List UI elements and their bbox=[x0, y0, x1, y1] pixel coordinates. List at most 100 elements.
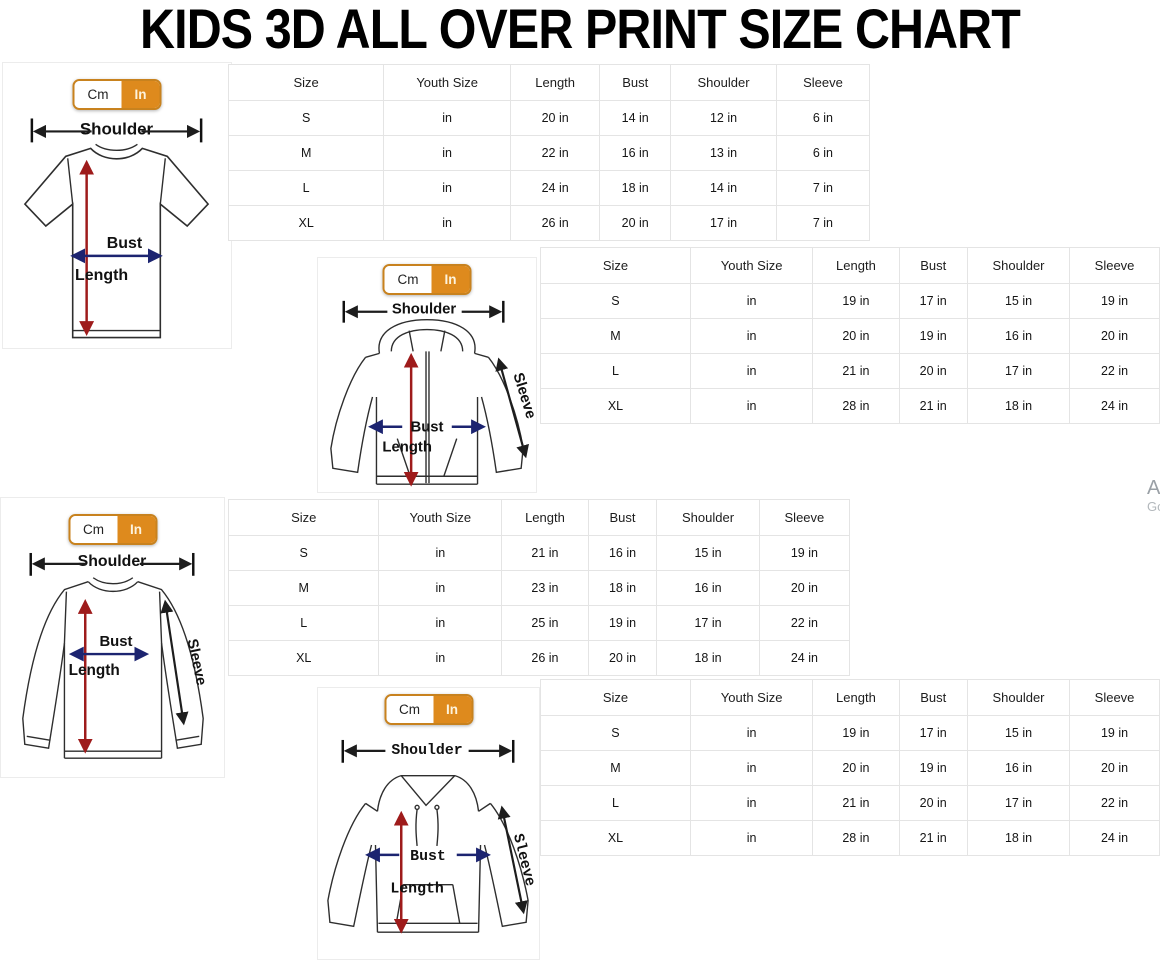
measurement-cell: 6 in bbox=[775, 100, 871, 136]
measurement-cell: 19 in bbox=[898, 318, 968, 354]
measurement-cell: 22 in bbox=[1069, 785, 1160, 821]
size-label-cell: XL bbox=[227, 205, 385, 241]
column-header-youth-size: Youth Size bbox=[689, 247, 814, 284]
shoulder-label: Shoulder bbox=[392, 302, 457, 318]
measurement-cell: in bbox=[689, 283, 814, 319]
measurement-cell: 24 in bbox=[758, 640, 851, 676]
column-header-shoulder: Shoulder bbox=[966, 247, 1071, 284]
measurement-cell: in bbox=[689, 820, 814, 856]
measurement-cell: 18 in bbox=[966, 388, 1071, 424]
sleeve-arrow bbox=[160, 599, 189, 726]
sleeve-arrow bbox=[497, 805, 528, 915]
size-label-cell: M bbox=[227, 570, 380, 606]
shoulder-label: Shoulder bbox=[78, 553, 147, 570]
measurement-cell: 21 in bbox=[898, 388, 968, 424]
column-header-size: Size bbox=[540, 247, 691, 284]
bust-label: Bust bbox=[99, 634, 132, 650]
zip-hoodie-outline bbox=[330, 318, 524, 485]
measurement-cell: 19 in bbox=[758, 535, 851, 571]
measurement-cell: in bbox=[383, 170, 512, 206]
measurement-cell: 19 in bbox=[1069, 715, 1160, 751]
long-sleeve-diagram: Shoulder Sleeve Bust Length bbox=[22, 553, 209, 759]
column-header-size: Size bbox=[540, 679, 691, 716]
measurement-cell: 6 in bbox=[775, 135, 871, 171]
measurement-cell: in bbox=[383, 205, 512, 241]
hoodie-diagram-card: Cm In Shoulder bbox=[317, 687, 540, 960]
measurement-cell: 16 in bbox=[656, 570, 760, 606]
measurement-cell: 25 in bbox=[501, 605, 589, 641]
tshirt-diagram-card: Cm In Shoulder Bust Length bbox=[2, 62, 232, 349]
measurement-cell: 15 in bbox=[656, 535, 760, 571]
column-header-length: Length bbox=[812, 679, 900, 716]
measurement-cell: 19 in bbox=[1069, 283, 1160, 319]
length-label: Length bbox=[69, 662, 120, 679]
measurement-cell: 15 in bbox=[966, 283, 1071, 319]
unit-in-button[interactable]: In bbox=[121, 81, 160, 108]
unit-in-button[interactable]: In bbox=[117, 516, 155, 543]
unit-toggle: Cm In bbox=[72, 79, 162, 110]
zip-hoodie-diagram-card: Cm In Shoulder bbox=[317, 257, 537, 493]
length-label: Length bbox=[382, 439, 432, 455]
measurement-cell: 20 in bbox=[1069, 318, 1160, 354]
column-header-youth-size: Youth Size bbox=[378, 499, 503, 536]
size-label-cell: L bbox=[227, 170, 385, 206]
unit-cm-button[interactable]: Cm bbox=[70, 516, 117, 543]
column-header-length: Length bbox=[510, 64, 601, 101]
tshirt-outline bbox=[23, 147, 210, 339]
size-label-cell: XL bbox=[227, 640, 380, 676]
edge-text-line2: Go bbox=[1147, 499, 1160, 514]
column-header-sleeve: Sleeve bbox=[775, 64, 871, 101]
measurement-cell: 22 in bbox=[758, 605, 851, 641]
measurement-cell: 18 in bbox=[587, 570, 658, 606]
size-label-cell: S bbox=[227, 535, 380, 571]
measurement-cell: in bbox=[689, 388, 814, 424]
measurement-cell: 14 in bbox=[670, 170, 777, 206]
unit-cm-button[interactable]: Cm bbox=[384, 266, 432, 293]
measurement-cell: 12 in bbox=[670, 100, 777, 136]
measurement-cell: 19 in bbox=[812, 283, 900, 319]
measurement-cell: 17 in bbox=[898, 715, 968, 751]
unit-in-button[interactable]: In bbox=[431, 266, 470, 293]
measurement-cell: in bbox=[378, 535, 503, 571]
column-header-length: Length bbox=[812, 247, 900, 284]
unit-cm-button[interactable]: Cm bbox=[386, 696, 433, 723]
measurement-cell: 18 in bbox=[656, 640, 760, 676]
measurement-cell: 20 in bbox=[812, 318, 900, 354]
measurement-cell: 24 in bbox=[510, 170, 601, 206]
sleeve-label: Sleeve bbox=[183, 637, 208, 686]
measurement-cell: in bbox=[689, 318, 814, 354]
measurement-cell: 20 in bbox=[587, 640, 658, 676]
unit-in-button[interactable]: In bbox=[433, 696, 471, 723]
measurement-cell: 21 in bbox=[812, 353, 900, 389]
measurement-cell: 17 in bbox=[966, 353, 1071, 389]
measurement-cell: 20 in bbox=[758, 570, 851, 606]
edge-text: A Go bbox=[1147, 477, 1160, 515]
measurement-cell: 17 in bbox=[656, 605, 760, 641]
measurement-cell: 21 in bbox=[898, 820, 968, 856]
unit-toggle: Cm In bbox=[382, 264, 472, 295]
column-header-sleeve: Sleeve bbox=[758, 499, 851, 536]
column-header-bust: Bust bbox=[599, 64, 672, 101]
header-row: Size Youth Size Length Bust Shoulder Sleeve bbox=[540, 679, 1160, 716]
unit-cm-button[interactable]: Cm bbox=[74, 81, 122, 108]
length-label: Length bbox=[390, 882, 444, 898]
column-header-shoulder: Shoulder bbox=[670, 64, 777, 101]
measurement-cell: 21 in bbox=[812, 785, 900, 821]
unit-toggle: Cm In bbox=[384, 694, 473, 725]
size-label-cell: L bbox=[540, 785, 691, 821]
edge-text-line1: A bbox=[1147, 477, 1160, 499]
measurement-cell: 18 in bbox=[599, 170, 672, 206]
measurement-cell: 19 in bbox=[587, 605, 658, 641]
size-label-cell: M bbox=[540, 318, 691, 354]
measurement-cell: in bbox=[383, 100, 512, 136]
